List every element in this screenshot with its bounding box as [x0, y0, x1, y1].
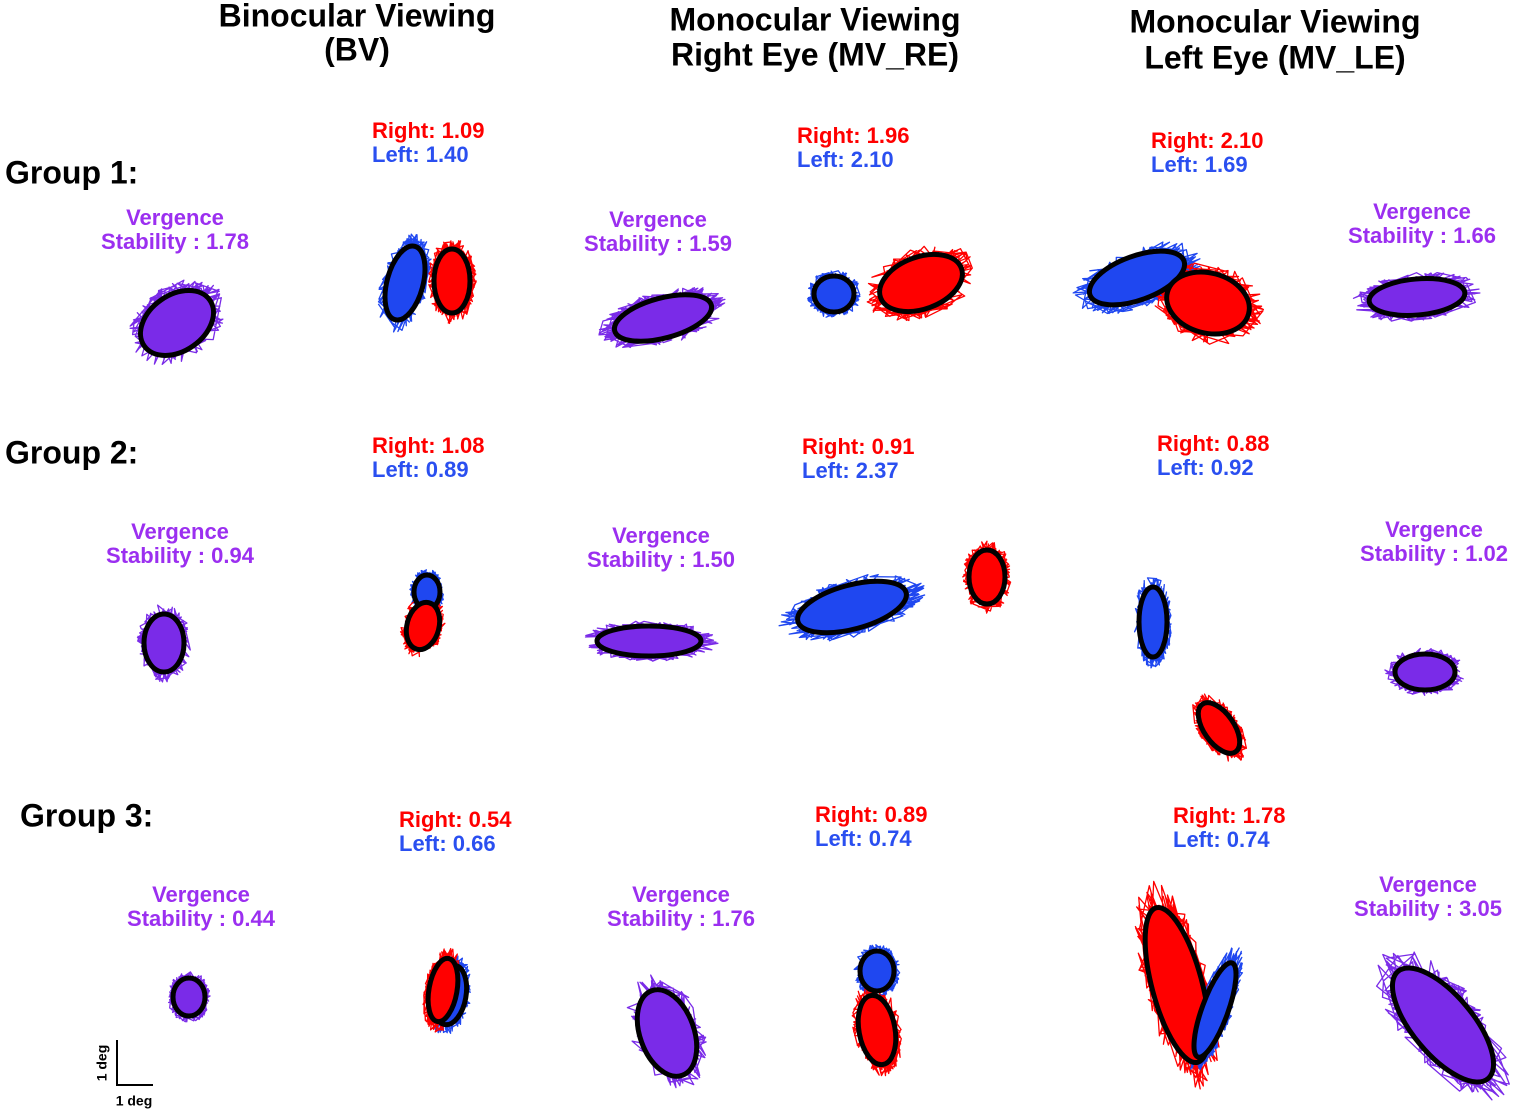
column-header: Left Eye (MV_LE) [1144, 39, 1405, 75]
ellipse-fill [144, 614, 184, 672]
right-eye-label: Right: 0.88 [1157, 431, 1269, 456]
bcea-ellipse [857, 948, 897, 994]
ellipse-fill [860, 951, 894, 991]
right-eye-label: Right: 1.09 [372, 118, 484, 143]
vergence-label: Vergence [1373, 199, 1471, 224]
bcea-ellipse [634, 987, 700, 1079]
ellipse-fill [414, 575, 440, 609]
bcea-ellipse [141, 611, 187, 675]
column-header: Monocular Viewing [1130, 3, 1421, 39]
column-header: (BV) [324, 31, 390, 67]
vergence-label: Stability : 1.76 [607, 906, 755, 931]
vergence-label: Stability : 1.66 [1348, 223, 1496, 248]
right-eye-label: Right: 0.91 [802, 434, 914, 459]
vergence-label: Vergence [632, 882, 730, 907]
ellipse-fill [1392, 968, 1494, 1082]
bcea-ellipse [855, 992, 899, 1068]
bcea-ellipse [403, 599, 443, 653]
left-eye-label: Left: 0.66 [399, 831, 496, 856]
ellipse-fill [969, 550, 1005, 604]
right-eye-label: Right: 2.10 [1151, 128, 1263, 153]
left-eye-label: Left: 1.69 [1151, 152, 1248, 177]
bcea-ellipse [1142, 904, 1212, 1066]
vergence-label: Vergence [612, 523, 710, 548]
left-eye-label: Left: 0.74 [1173, 827, 1270, 852]
right-eye-label: Right: 1.96 [797, 123, 909, 148]
group-label: Group 1: [5, 154, 138, 190]
ellipse-fill [406, 602, 440, 650]
ellipse-fill [814, 276, 854, 312]
right-eye-label: Right: 0.89 [815, 802, 927, 827]
right-eye-label: Right: 0.54 [399, 807, 512, 832]
scale-label-vertical: 1 deg [94, 1045, 110, 1082]
right-eye-label: Right: 1.78 [1173, 803, 1285, 828]
ellipse-fill [1198, 702, 1240, 754]
vergence-label: Vergence [609, 207, 707, 232]
bcea-ellipse [611, 292, 715, 344]
bcea-ellipse [425, 955, 461, 1025]
left-eye-label: Left: 0.74 [815, 826, 912, 851]
bcea-ellipse [1164, 269, 1252, 337]
vergence-label: Stability : 0.94 [106, 543, 255, 568]
traces [129, 233, 1510, 1101]
bcea-ellipse [594, 623, 704, 659]
left-eye-label: Left: 0.89 [372, 457, 469, 482]
bcea-ellipse [966, 547, 1008, 607]
column-header: Monocular Viewing [670, 1, 961, 37]
bcea-ellipse [811, 273, 857, 315]
column-header: Binocular Viewing [219, 0, 496, 33]
group-label: Group 3: [20, 797, 153, 833]
vergence-label: Vergence [1379, 872, 1477, 897]
vergence-label: Stability : 1.59 [584, 231, 732, 256]
ellipse-fill [1193, 962, 1237, 1058]
ellipse-fill [1145, 907, 1209, 1063]
ellipse-fill [1166, 272, 1250, 334]
vergence-label: Vergence [126, 205, 224, 230]
bcea-ellipse [795, 578, 909, 636]
vergence-label: Stability : 1.50 [587, 547, 735, 572]
bcea-ellipse [877, 251, 965, 315]
left-eye-label: Left: 2.10 [797, 147, 894, 172]
scale-label-horizontal: 1 deg [116, 1093, 153, 1109]
right-eye-label: Right: 1.08 [372, 433, 484, 458]
bcea-ellipse [1136, 584, 1170, 660]
vergence-label: Stability : 0.44 [127, 906, 276, 931]
left-eye-label: Left: 1.40 [372, 142, 469, 167]
column-header: Right Eye (MV_RE) [671, 36, 959, 72]
left-eye-label: Left: 0.92 [1157, 455, 1254, 480]
ellipse-fill [1139, 587, 1167, 657]
ellipse-fill [1089, 251, 1185, 305]
vergence-label: Stability : 3.05 [1354, 896, 1502, 921]
ellipse-fill [597, 626, 701, 656]
bcea-ellipse [1389, 965, 1497, 1085]
ellipse-fill [434, 249, 470, 313]
bcea-ellipse [1366, 276, 1468, 318]
bcea-ellipse [138, 288, 216, 358]
group-label: Group 2: [5, 434, 138, 470]
bcea-ellipse [1086, 248, 1188, 308]
ellipse-fill [858, 995, 896, 1065]
ellipses [138, 243, 1497, 1085]
ellipse-fill [879, 254, 963, 312]
bcea-ellipse [382, 243, 428, 323]
vergence-label: Vergence [131, 519, 229, 544]
left-eye-label: Left: 2.37 [802, 458, 899, 483]
bcea-ellipse [431, 246, 473, 316]
ellipse-fill [173, 978, 205, 1016]
ellipse-fill [637, 989, 697, 1077]
ellipse-fill [140, 290, 214, 356]
bcea-ellipse [1191, 960, 1239, 1060]
ellipse-fill [1369, 278, 1465, 316]
vergence-label: Vergence [1385, 517, 1483, 542]
vergence-label: Stability : 1.78 [101, 229, 249, 254]
bcea-ellipse [170, 975, 208, 1019]
bcea-ellipse [1392, 651, 1458, 693]
vergence-label: Vergence [152, 882, 250, 907]
ellipse-fill [1395, 654, 1455, 690]
vergence-label: Stability : 1.02 [1360, 541, 1508, 566]
bcea-ellipse [1195, 700, 1243, 756]
